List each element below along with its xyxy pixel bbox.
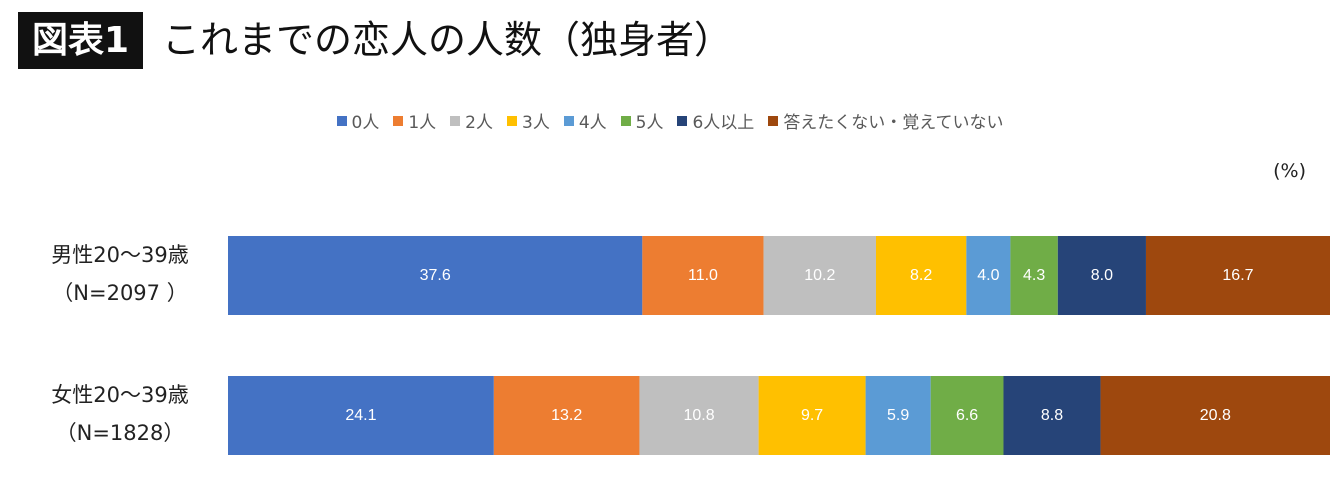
bar-segment	[758, 376, 866, 455]
legend-label: 4人	[578, 113, 607, 133]
bar-segment	[1010, 236, 1058, 315]
legend-item: 2人	[450, 108, 493, 133]
legend-item: 0人	[336, 108, 380, 133]
bar-segment	[930, 376, 1004, 455]
legend-label: 5人	[635, 113, 664, 133]
bar-value-label: 24.1	[345, 407, 376, 424]
bar-value-label: 8.8	[1041, 407, 1063, 424]
bar-value-label: 20.8	[1200, 407, 1231, 424]
bar-value-label: 5.9	[887, 407, 909, 424]
legend-label: 答えたくない・覚えていない	[783, 113, 1004, 133]
row-label-male: 男性20〜39歳 （N=2097 ）	[20, 236, 220, 312]
row-label-female-sample: （N=1828）	[55, 421, 185, 445]
legend-swatch	[336, 115, 347, 126]
legend-swatch	[768, 115, 779, 126]
bar-segment	[642, 236, 764, 315]
chart-legend: 0人 1人 2人 3人 4人 5人 6人以上 答えたくない・覚えていない	[0, 108, 1340, 133]
bar-value-label: 16.7	[1222, 267, 1253, 284]
figure-number-badge: 図表1	[18, 12, 144, 69]
bar-value-label: 9.7	[801, 407, 823, 424]
row-label-female-group: 女性20〜39歳	[51, 383, 189, 407]
bar-segment	[1003, 376, 1101, 455]
legend-item: 6人以上	[677, 108, 754, 133]
legend-swatch	[393, 115, 404, 126]
legend-item: 5人	[620, 108, 664, 133]
bar-segment	[1145, 236, 1330, 315]
legend-label: 2人	[465, 113, 493, 133]
bar-value-label: 4.0	[977, 267, 999, 284]
bar-value-label: 6.6	[956, 407, 978, 424]
legend-label: 6人以上	[692, 113, 755, 133]
legend-item: 4人	[563, 108, 607, 133]
row-label-male-sample: （N=2097 ）	[52, 281, 188, 305]
legend-swatch	[563, 115, 574, 126]
legend-swatch	[677, 115, 688, 126]
bar-value-label: 10.2	[804, 267, 835, 284]
bar-segment	[228, 376, 494, 455]
chart-title: これまでの恋人の人数（独身者）	[162, 18, 733, 62]
legend-item: 答えたくない・覚えていない	[768, 108, 1003, 133]
legend-swatch	[450, 115, 461, 126]
bar-segment	[1057, 236, 1146, 315]
bar-segment	[639, 376, 759, 455]
bar-segment	[228, 236, 643, 315]
row-label-female: 女性20〜39歳 （N=1828）	[20, 376, 220, 452]
bar-value-label: 10.8	[683, 407, 714, 424]
bar-value-label: 8.0	[1091, 267, 1113, 284]
bar-segment	[966, 236, 1011, 315]
legend-swatch	[620, 115, 631, 126]
bar-segment	[865, 376, 931, 455]
row-label-male-group: 男性20〜39歳	[51, 243, 189, 267]
legend-item: 1人	[393, 108, 436, 133]
legend-label: 0人	[351, 113, 380, 133]
bar-value-label: 4.3	[1023, 267, 1045, 284]
bar-segment	[763, 236, 876, 315]
bar-segment	[875, 236, 967, 315]
bar-value-label: 11.0	[688, 267, 718, 284]
legend-item: 3人	[507, 108, 550, 133]
bar-value-label: 37.6	[420, 267, 451, 284]
bar-segment	[1100, 376, 1330, 455]
legend-swatch	[507, 115, 517, 126]
legend-label: 3人	[522, 113, 550, 133]
unit-label: (%)	[1273, 160, 1306, 182]
bar-value-label: 8.2	[910, 267, 932, 284]
legend-label: 1人	[408, 113, 437, 133]
bar-value-label: 13.2	[551, 407, 582, 424]
bar-segment	[493, 376, 640, 455]
